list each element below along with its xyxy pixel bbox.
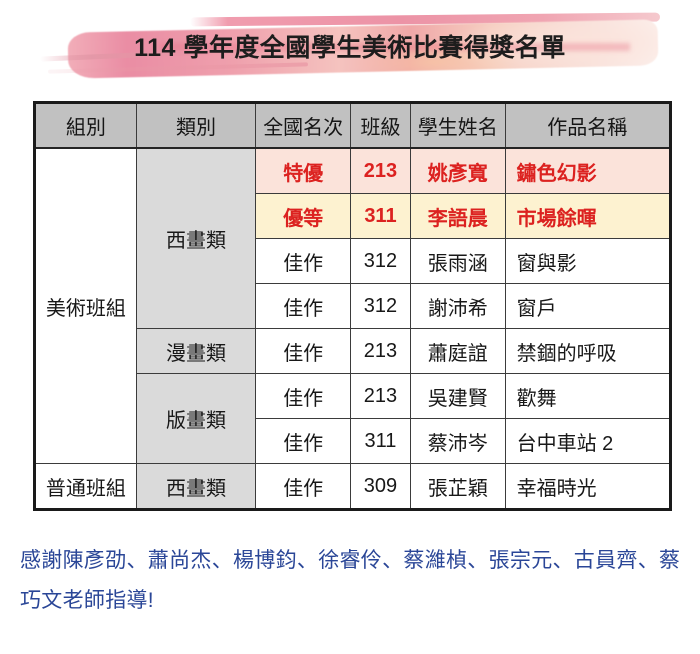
class-cell: 312	[350, 238, 411, 284]
table-row: 普通班組 西畫類 佳作 309 張芷穎 幸福時光	[34, 463, 672, 510]
brush-stroke-top	[189, 12, 661, 27]
category-cell: 西畫類	[135, 463, 257, 510]
student-cell: 謝沛希	[409, 283, 506, 329]
student-cell: 李語晨	[409, 193, 506, 239]
class-cell: 213	[350, 328, 411, 374]
work-cell: 窗與影	[504, 238, 672, 284]
class-cell: 213	[350, 373, 411, 419]
footer-credits: 感謝陳彥劭、蕭尚杰、楊博鈞、徐睿伶、蔡濰楨、張宗元、古員齊、蔡巧文老師指導!	[20, 549, 681, 613]
class-cell: 309	[350, 463, 411, 510]
header-work: 作品名稱	[504, 102, 672, 149]
table-row: 優等 311 李語晨 市場餘暉	[35, 193, 672, 239]
rank-cell: 特優	[255, 147, 352, 194]
rank-cell: 佳作	[255, 328, 352, 374]
class-cell: 312	[350, 283, 411, 329]
work-cell: 市場餘暉	[504, 193, 672, 239]
header-rank: 全國名次	[255, 102, 352, 149]
table-row: 美術班組 西畫類 特優 213 姚彥寬 鏽色幻影	[34, 147, 672, 464]
category-cell: 西畫類	[135, 147, 257, 329]
student-cell: 張雨涵	[409, 238, 506, 284]
rank-cell: 優等	[255, 193, 352, 239]
class-cell: 311	[350, 193, 411, 239]
table-header-row: 組別 類別 全國名次 班級 學生姓名 作品名稱	[34, 102, 672, 149]
header-group: 組別	[34, 102, 137, 149]
brush-stroke-wisp	[47, 62, 309, 74]
group-cell: 美術班組	[34, 147, 137, 464]
student-cell: 吳建賢	[409, 373, 506, 419]
header-category: 類別	[135, 102, 257, 149]
table-row: 佳作 312 張雨涵 窗與影	[35, 238, 672, 284]
rank-cell: 佳作	[255, 463, 352, 510]
category-cell: 版畫類	[135, 373, 257, 464]
work-cell: 台中車站 2	[504, 418, 672, 464]
student-cell: 張芷穎	[409, 463, 506, 510]
table-row: 佳作 311 蔡沛岑 台中車站 2	[35, 418, 672, 464]
rank-cell: 佳作	[255, 418, 352, 464]
awards-table: 組別 類別 全國名次 班級 學生姓名 作品名稱 美術班組 西畫類 特優 213 姚彥寬 鏽色幻影 優等…	[33, 101, 672, 511]
rank-cell: 佳作	[255, 238, 352, 284]
header-student: 學生姓名	[409, 102, 506, 149]
student-cell: 蔡沛岑	[409, 418, 506, 464]
awards-table-wrap: 組別 類別 全國名次 班級 學生姓名 作品名稱 美術班組 西畫類 特優 213 姚彥寬 鏽色幻影 優等…	[33, 101, 700, 511]
rank-cell: 佳作	[255, 373, 352, 419]
table-body: 美術班組 西畫類 特優 213 姚彥寬 鏽色幻影 優等 311 李語晨 市場餘暉 佳作 312 張雨涵窗…	[34, 147, 672, 510]
work-cell: 禁錮的呼吸	[504, 328, 672, 374]
work-cell: 鏽色幻影	[504, 147, 672, 194]
class-cell: 311	[350, 418, 411, 464]
table-row: 版畫類 佳作 213 吳建賢 歡舞	[35, 373, 672, 464]
title-banner: 114 學年度全國學生美術比賽得獎名單	[39, 12, 661, 86]
page-title: 114 學年度全國學生美術比賽得獎名單	[134, 34, 566, 62]
work-cell: 幸福時光	[504, 463, 672, 510]
group-cell: 普通班組	[34, 463, 137, 510]
rank-cell: 佳作	[255, 283, 352, 329]
table-row: 漫畫類 佳作 213 蕭庭誼 禁錮的呼吸	[35, 328, 672, 374]
work-cell: 歡舞	[504, 373, 672, 419]
student-cell: 姚彥寬	[409, 147, 506, 194]
work-cell: 窗戶	[504, 283, 672, 329]
student-cell: 蕭庭誼	[409, 328, 506, 374]
class-cell: 213	[350, 147, 411, 194]
header-class: 班級	[350, 102, 411, 149]
category-cell: 漫畫類	[135, 328, 257, 374]
